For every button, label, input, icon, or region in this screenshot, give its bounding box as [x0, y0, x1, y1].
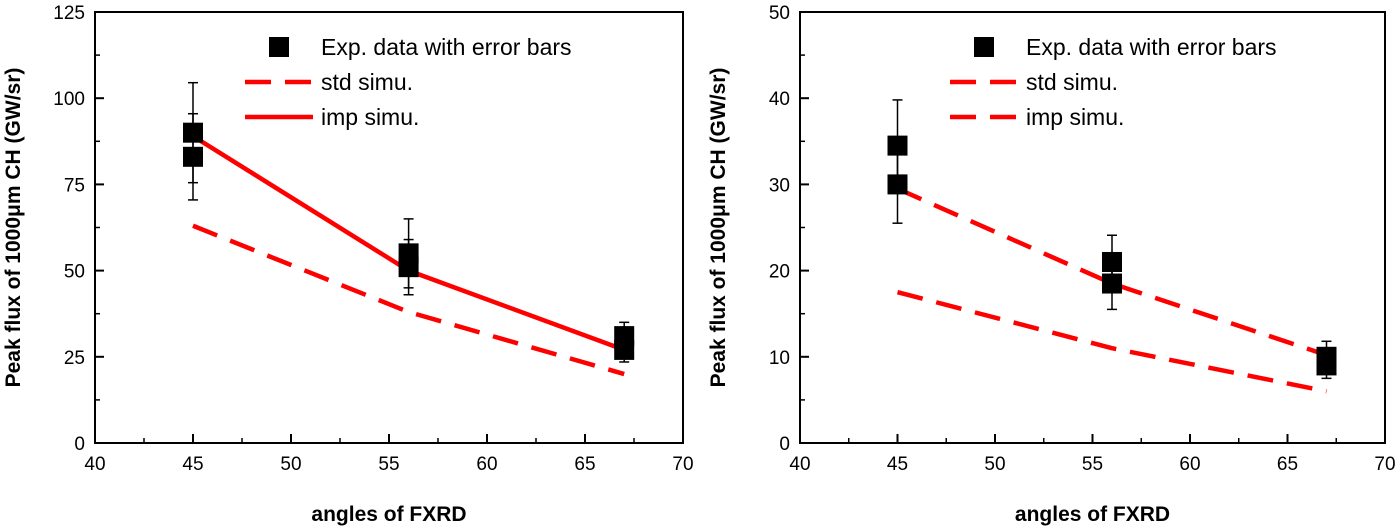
y-tick-label: 0	[779, 434, 790, 455]
x-tick-label: 40	[84, 454, 105, 475]
y-tick-label: 10	[769, 348, 790, 369]
legend-marker	[974, 37, 994, 57]
y-tick-label: 0	[74, 434, 85, 455]
x-tick-label: 55	[1082, 454, 1103, 475]
x-tick-label: 70	[672, 454, 693, 475]
x-tick-label: 60	[1179, 454, 1200, 475]
x-tick-label: 50	[984, 454, 1005, 475]
data-point	[1316, 355, 1337, 376]
legend-label: std simu.	[1026, 69, 1118, 95]
x-tick-label: 70	[1374, 454, 1395, 475]
x-tick-label: 50	[280, 454, 301, 475]
legend-label: std simu.	[321, 69, 413, 95]
y-tick-label: 75	[64, 175, 85, 196]
x-tick-label: 65	[574, 454, 595, 475]
legend-marker	[269, 37, 289, 57]
y-tick-label: 20	[769, 262, 790, 283]
legend-label: Exp. data with error bars	[1026, 34, 1277, 60]
x-tick-label: 55	[378, 454, 399, 475]
y-tick-label: 40	[769, 89, 790, 110]
x-axis-title: angles of FXRD	[311, 503, 466, 526]
series-line-1	[192, 223, 625, 377]
x-tick-label: 45	[887, 454, 908, 475]
data-point	[614, 339, 635, 360]
data-point	[398, 257, 419, 278]
x-axis-title: angles of FXRD	[1015, 503, 1170, 526]
y-axis-title: Peak flux of 1000μm CH (GW/sr)	[707, 68, 730, 388]
data-point	[1102, 273, 1122, 294]
y-tick-label: 100	[53, 89, 85, 110]
y-tick-label: 50	[64, 262, 85, 283]
y-axis-title: Peak flux of 1000μm CH (GW/sr)	[2, 68, 25, 388]
x-tick-label: 60	[476, 454, 497, 475]
legend-label: imp simu.	[1026, 104, 1124, 130]
x-tick-label: 45	[182, 454, 203, 475]
x-tick-label: 65	[1277, 454, 1298, 475]
legend-label: Exp. data with error bars	[321, 34, 572, 60]
y-tick-label: 50	[769, 3, 790, 24]
x-tick-label: 40	[789, 454, 810, 475]
y-tick-label: 30	[769, 175, 790, 196]
data-point	[887, 174, 908, 195]
y-tick-label: 125	[53, 3, 85, 24]
legend: Exp. data with error bars std simu. imp si…	[950, 34, 1277, 130]
chart-panel-1: 40 45 50 55 60 65 70 0 25 50 75 100 125 angles of FXR…	[2, 3, 694, 526]
series-line-2	[896, 186, 1328, 358]
data-point	[183, 146, 203, 167]
y-tick-label: 25	[64, 348, 85, 369]
legend: Exp. data with error bars std simu. imp si…	[245, 34, 572, 130]
series-line-1	[896, 289, 1327, 394]
chart-panel-2: 40 45 50 55 60 65 70 0 10 20 30 40 50 angles of FXRD P…	[707, 3, 1396, 526]
legend-label: imp simu.	[321, 104, 419, 130]
